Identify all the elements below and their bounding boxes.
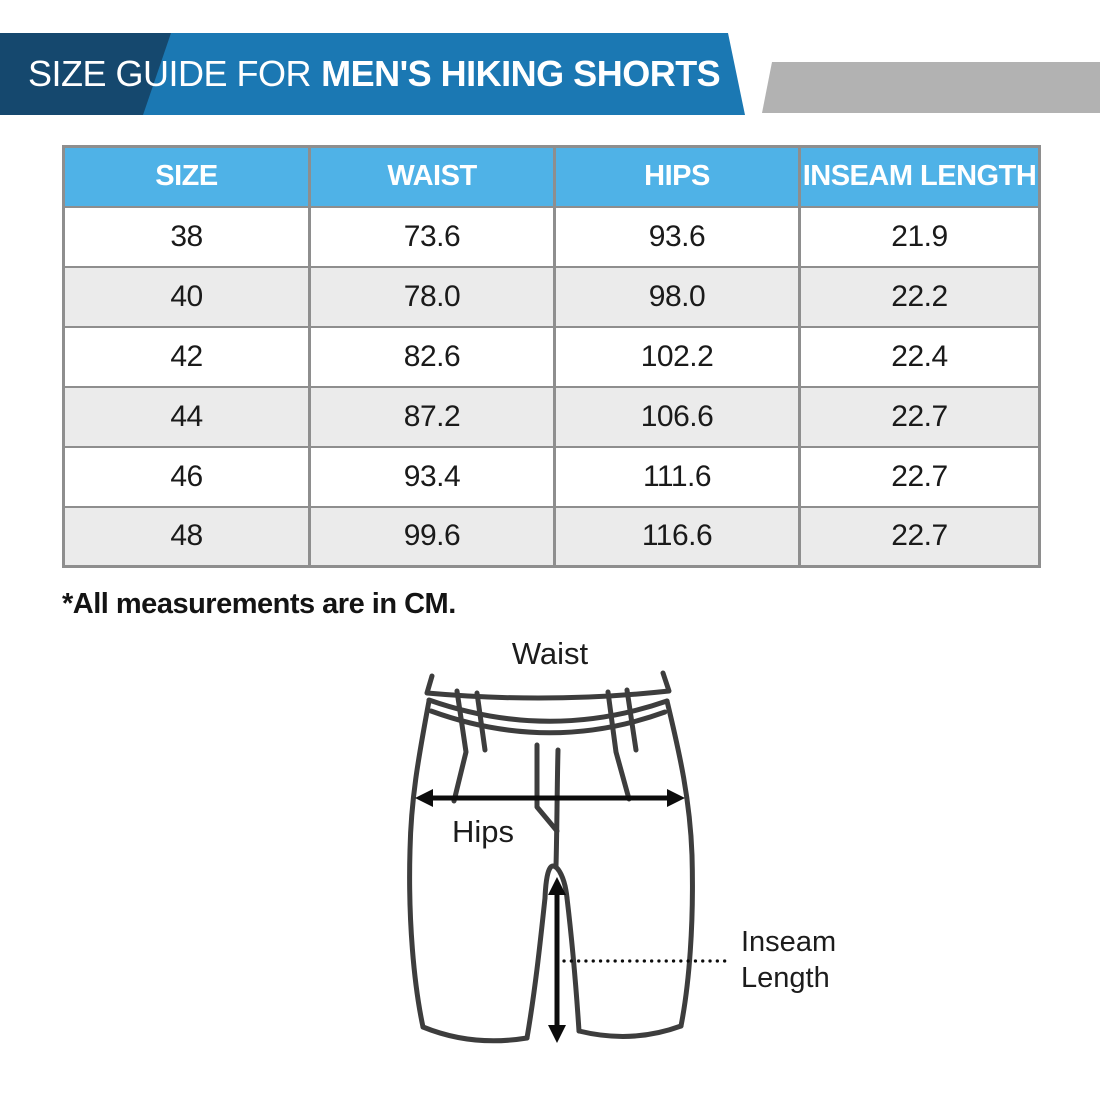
cell-waist: 82.6 <box>308 325 556 388</box>
cell-inseam: 22.7 <box>798 445 1041 508</box>
table-row: 46 93.4 111.6 22.7 <box>62 445 1041 508</box>
col-header-size: SIZE <box>62 145 311 208</box>
hips-label: Hips <box>452 814 515 849</box>
cell-size: 46 <box>62 445 311 508</box>
table-row: 42 82.6 102.2 22.4 <box>62 325 1041 388</box>
cell-hips: 102.2 <box>553 325 801 388</box>
cell-waist: 93.4 <box>308 445 556 508</box>
cell-hips: 116.6 <box>553 505 801 568</box>
cell-size: 44 <box>62 385 311 448</box>
col-header-hips: HIPS <box>553 145 801 208</box>
page-title-bold: MEN'S HIKING SHORTS <box>321 53 721 94</box>
col-header-inseam: INSEAM LENGTH <box>798 145 1041 208</box>
cell-waist: 78.0 <box>308 265 556 328</box>
table-row: 40 78.0 98.0 22.2 <box>62 265 1041 328</box>
cell-hips: 111.6 <box>553 445 801 508</box>
table-header-row: SIZE WAIST HIPS INSEAM LENGTH <box>62 145 1041 208</box>
cell-waist: 87.2 <box>308 385 556 448</box>
cell-inseam: 21.9 <box>798 205 1041 268</box>
cell-inseam: 22.7 <box>798 385 1041 448</box>
hips-arrow <box>415 789 685 807</box>
cell-size: 48 <box>62 505 311 568</box>
cell-hips: 106.6 <box>553 385 801 448</box>
shorts-outline <box>407 670 695 1044</box>
shorts-diagram <box>407 670 733 1044</box>
cell-size: 40 <box>62 265 311 328</box>
inseam-length-label: Inseam Length <box>741 926 837 995</box>
table-row: 44 87.2 106.6 22.7 <box>62 385 1041 448</box>
header-banner <box>0 33 1100 115</box>
waist-label: Waist <box>511 636 589 671</box>
cell-inseam: 22.2 <box>798 265 1041 328</box>
banner-navy-shape <box>0 33 171 115</box>
size-table: SIZE WAIST HIPS INSEAM LENGTH 38 73.6 93… <box>62 145 1041 568</box>
col-header-waist: WAIST <box>308 145 556 208</box>
page-title-regular: SIZE GUIDE FOR <box>28 53 312 94</box>
table-row: 48 99.6 116.6 22.7 <box>62 505 1041 568</box>
banner-gray-accent-bar <box>762 62 1100 113</box>
measurements-footnote: *All measurements are in CM. <box>62 588 456 620</box>
cell-size: 42 <box>62 325 311 388</box>
cell-inseam: 22.7 <box>798 505 1041 568</box>
cell-waist: 99.6 <box>308 505 556 568</box>
cell-hips: 93.6 <box>553 205 801 268</box>
cell-waist: 73.6 <box>308 205 556 268</box>
table-row: 38 73.6 93.6 21.9 <box>62 205 1041 268</box>
cell-size: 38 <box>62 205 311 268</box>
page-title: SIZE GUIDE FOR MEN'S HIKING SHORTS <box>28 33 721 115</box>
cell-hips: 98.0 <box>553 265 801 328</box>
banner-blue-shape <box>0 33 745 115</box>
cell-inseam: 22.4 <box>798 325 1041 388</box>
inseam-arrow <box>548 877 566 1043</box>
